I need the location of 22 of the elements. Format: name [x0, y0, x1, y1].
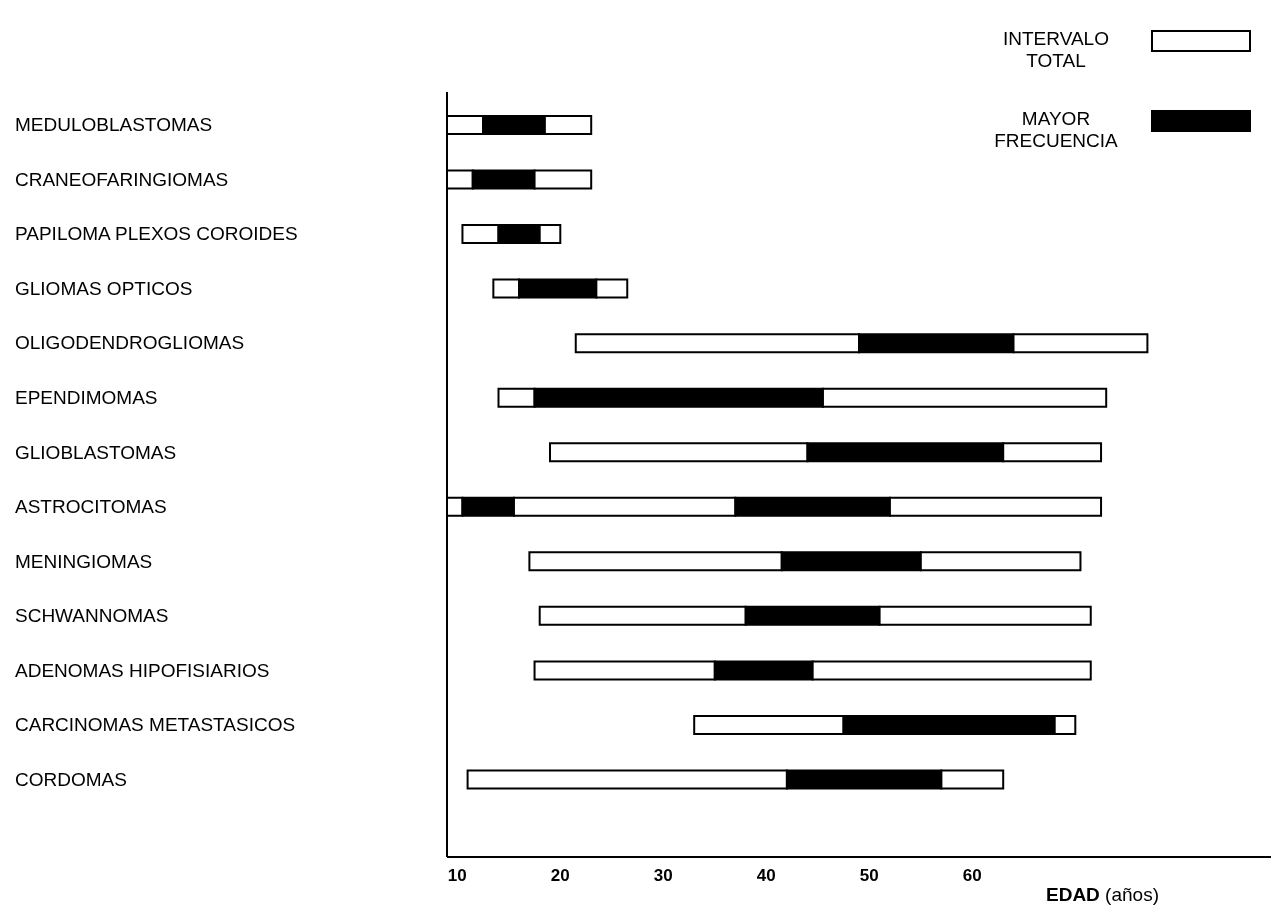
x-tick-label: 40: [756, 866, 776, 885]
y-tick-label: GLIOBLASTOMAS: [15, 441, 177, 463]
y-tick-label: MENINGIOMAS: [15, 550, 153, 572]
y-tick-label: SCHWANNOMAS: [15, 605, 169, 627]
x-tick-label: 10: [447, 866, 467, 885]
y-tick-label: ASTROCITOMAS: [15, 496, 167, 518]
y-tick-label: GLIOMAS OPTICOS: [15, 277, 193, 299]
x-axis-title: EDAD (años): [1046, 884, 1159, 906]
y-tick-label: OLIGODENDROGLIOMAS: [15, 332, 245, 354]
y-tick-label: EPENDIMOMAS: [15, 386, 158, 408]
y-tick-label: ADENOMAS HIPOFISIARIOS: [15, 659, 270, 681]
x-tick-label: 30: [653, 866, 673, 885]
y-tick-label: MEDULOBLASTOMAS: [15, 114, 213, 136]
y-tick-label: CRANEOFARINGIOMAS: [15, 168, 229, 190]
y-tick-label: PAPILOMA PLEXOS COROIDES: [15, 223, 298, 245]
text: INTERVALO TOTAL: [1002, 28, 1110, 72]
x-tick-label: 60: [962, 866, 982, 885]
y-tick-label: CORDOMAS: [15, 768, 127, 790]
x-tick-label: 20: [550, 866, 570, 885]
y-tick-label: CARCINOMAS METASTASICOS: [15, 714, 296, 736]
text: MAYOR FRECUENCIA: [993, 108, 1119, 152]
x-tick-label: 50: [859, 866, 879, 885]
